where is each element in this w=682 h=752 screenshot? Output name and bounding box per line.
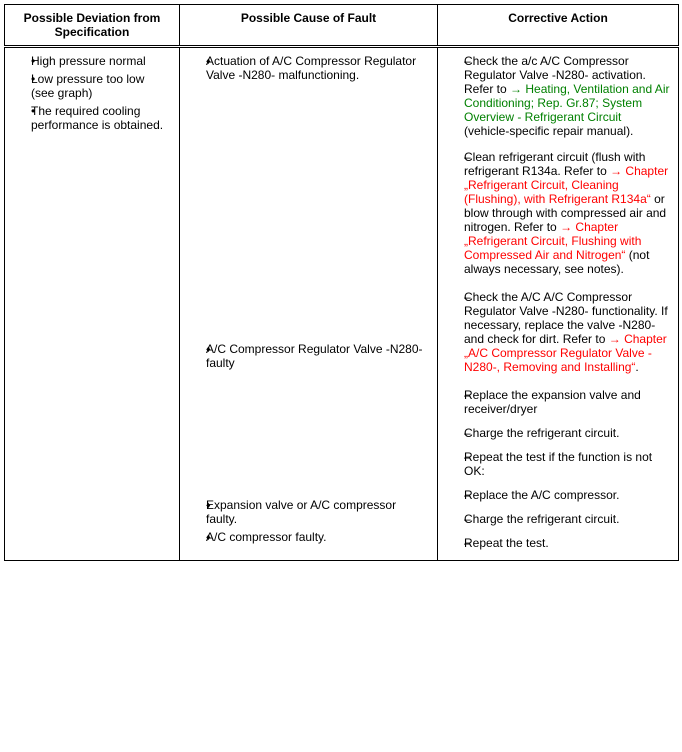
- cause-list-1: Actuation of A/C Compressor Regulator Va…: [188, 54, 429, 82]
- list-item: The required cooling performance is obta…: [31, 104, 171, 132]
- list-item: Repeat the test if the function is not O…: [464, 450, 670, 478]
- cell-action: Check the a/c A/C Compressor Regulator V…: [438, 47, 679, 561]
- action-list-2: Check the A/C A/C Compressor Regulator V…: [446, 290, 670, 374]
- cell-cause: Actuation of A/C Compressor Regulator Va…: [180, 47, 438, 561]
- list-item: High pressure normal: [31, 54, 171, 68]
- list-item: Check the a/c A/C Compressor Regulator V…: [464, 54, 670, 138]
- action-list-1: Check the a/c A/C Compressor Regulator V…: [446, 54, 670, 276]
- list-item: A/C compressor faulty.: [206, 530, 429, 544]
- list-item: Charge the refrigerant circuit.: [464, 426, 670, 440]
- troubleshooting-table: Possible Deviation from Specification Po…: [4, 4, 679, 561]
- table-row: High pressure normal Low pressure too lo…: [5, 47, 679, 561]
- action-list-3: Replace the expansion valve and receiver…: [446, 388, 670, 550]
- list-item: Actuation of A/C Compressor Regulator Va…: [206, 54, 429, 82]
- arrow-icon: →: [610, 164, 625, 178]
- deviation-list: High pressure normal Low pressure too lo…: [13, 54, 171, 132]
- cell-deviation: High pressure normal Low pressure too lo…: [5, 47, 180, 561]
- arrow-icon: →: [560, 220, 575, 234]
- list-item: Check the A/C A/C Compressor Regulator V…: [464, 290, 670, 374]
- arrow-icon: →: [510, 82, 525, 96]
- header-cause: Possible Cause of Fault: [180, 5, 438, 47]
- list-item: Clean refrigerant circuit (flush with re…: [464, 150, 670, 276]
- list-item: Repeat the test.: [464, 536, 670, 550]
- list-item: Replace the A/C compressor.: [464, 488, 670, 502]
- list-item: Replace the expansion valve and receiver…: [464, 388, 670, 416]
- action-text: .: [635, 360, 638, 374]
- cause-list-2: A/C Compressor Regulator Valve -N280- fa…: [188, 342, 429, 370]
- list-item: A/C Compressor Regulator Valve -N280- fa…: [206, 342, 429, 370]
- list-item: Low pressure too low (see graph): [31, 72, 171, 100]
- list-item: Expansion valve or A/C compressor faulty…: [206, 498, 429, 526]
- list-item: Charge the refrigerant circuit.: [464, 512, 670, 526]
- arrow-icon: →: [609, 332, 624, 346]
- cause-list-3: Expansion valve or A/C compressor faulty…: [188, 498, 429, 544]
- header-deviation: Possible Deviation from Specification: [5, 5, 180, 47]
- action-text: (vehicle-specific repair manual).: [464, 124, 633, 138]
- header-action: Corrective Action: [438, 5, 679, 47]
